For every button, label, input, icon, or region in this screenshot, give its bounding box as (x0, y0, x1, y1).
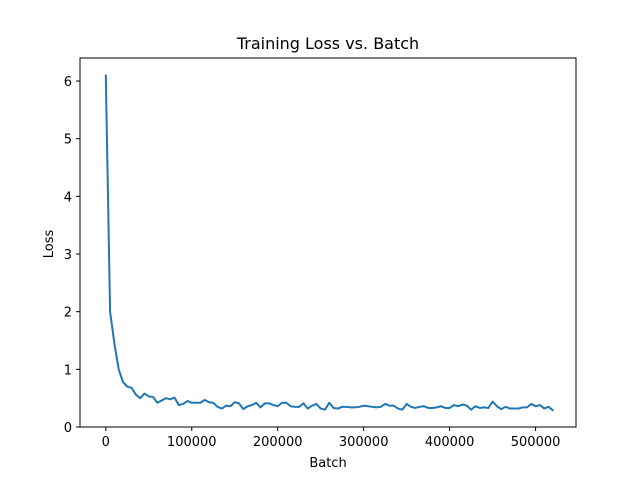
x-tick-label: 200000 (253, 435, 303, 450)
x-tick-label: 500000 (511, 435, 561, 450)
x-tick-label: 0 (102, 435, 110, 450)
x-tick-label: 300000 (339, 435, 389, 450)
y-tick-label: 4 (64, 190, 72, 205)
plot-frame (79, 57, 577, 428)
y-tick-label: 2 (64, 306, 72, 321)
plot-area: 0 100000 200000 300000 400000 500000 0 1 2 3 4 5 6 (64, 57, 577, 450)
x-tick-label: 100000 (167, 435, 217, 450)
x-axis-label: Batch (309, 456, 346, 471)
y-tick-label: 5 (64, 133, 72, 148)
y-tick-label: 1 (64, 363, 72, 378)
y-tick-label: 0 (64, 421, 72, 436)
chart-title: Training Loss vs. Batch (236, 34, 419, 53)
y-tick-label: 6 (64, 75, 72, 90)
y-axis-label: Loss (42, 230, 57, 259)
series-line-0 (104, 74, 554, 412)
x-tick-label: 400000 (425, 435, 475, 450)
y-tick-label: 3 (64, 248, 72, 263)
